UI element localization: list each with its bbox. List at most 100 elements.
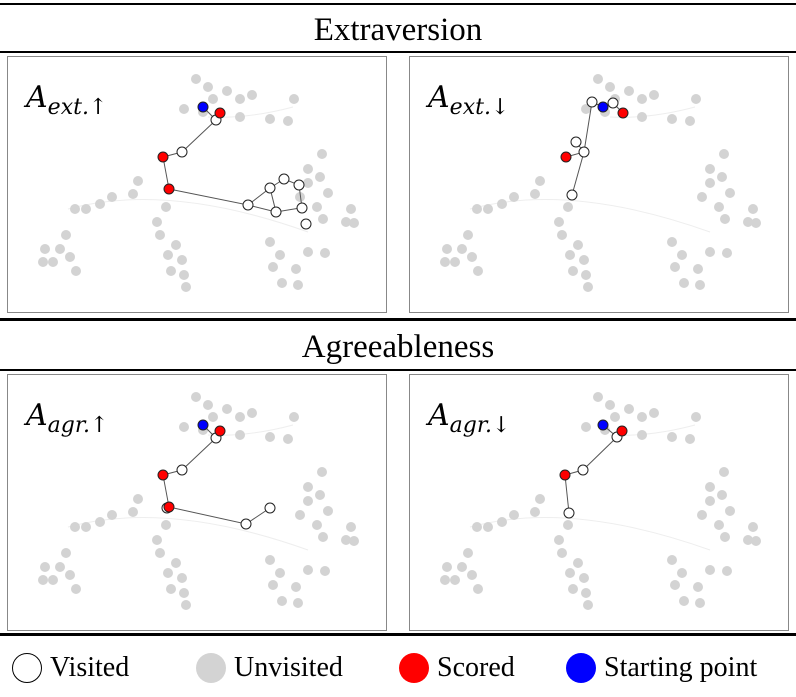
- unvisited-node: [81, 522, 91, 532]
- unvisited-node: [48, 575, 58, 585]
- unvisited-node: [40, 244, 50, 254]
- visited-node: [578, 146, 590, 158]
- unvisited-node: [247, 90, 257, 100]
- scored-node: [214, 425, 226, 437]
- unvisited-node: [268, 580, 278, 590]
- unvisited-node: [573, 558, 583, 568]
- unvisited-node: [450, 257, 460, 267]
- unvisited-node: [318, 532, 328, 542]
- visited-node: [300, 218, 312, 230]
- unvisited-node: [509, 192, 519, 202]
- unvisited-node: [107, 192, 117, 202]
- unvisited-node: [222, 86, 232, 96]
- unvisited-node: [71, 584, 81, 594]
- panel-agr-down: Aagr.↓: [409, 374, 789, 631]
- unvisited-node: [70, 522, 80, 532]
- panel-ext-down: Aext.↓: [409, 56, 789, 313]
- start-marker-icon: [566, 653, 596, 683]
- path-edge: [564, 436, 618, 476]
- unvisited-node: [637, 412, 647, 422]
- unvisited-node: [720, 214, 730, 224]
- unvisited-node: [181, 600, 191, 610]
- unvisited-node: [667, 432, 677, 442]
- unvisited-node: [303, 178, 313, 188]
- visited-node: [607, 97, 619, 109]
- unvisited-node: [265, 555, 275, 565]
- unvisited-node: [472, 522, 482, 532]
- unvisited-node: [315, 172, 325, 182]
- unvisited-node: [593, 74, 603, 84]
- unvisited-node: [277, 596, 287, 606]
- unvisited-node: [166, 584, 176, 594]
- unvisited-node: [483, 522, 493, 532]
- path-edge: [162, 119, 217, 158]
- unvisited-node: [293, 598, 303, 608]
- legend-label-unvisited: Unvisited: [234, 652, 343, 683]
- unvisited-node: [535, 494, 545, 504]
- visited-node: [176, 464, 188, 476]
- unvisited-node: [573, 240, 583, 250]
- unvisited-node: [557, 548, 567, 558]
- unvisited-node: [751, 218, 761, 228]
- panel-agr-up: Aagr.↑: [7, 374, 387, 631]
- unvisited-node: [133, 176, 143, 186]
- unvisited-node: [467, 252, 477, 262]
- unvisited-node: [717, 490, 727, 500]
- unvisited-node: [38, 575, 48, 585]
- unvisited-node: [203, 82, 213, 92]
- unvisited-node: [163, 250, 173, 260]
- unvisited-node: [268, 262, 278, 272]
- unvisited-node: [565, 250, 575, 260]
- scored-node: [559, 469, 571, 481]
- unvisited-node: [697, 510, 707, 520]
- unvisited-node: [171, 558, 181, 568]
- panel-label: Aagr.↓: [425, 398, 510, 438]
- unvisited-node: [705, 247, 715, 257]
- unvisited-node: [152, 217, 162, 227]
- visited-node: [296, 202, 308, 214]
- bottom-rule: [0, 633, 796, 636]
- unvisited-node: [61, 548, 71, 558]
- unvisited-node: [679, 596, 689, 606]
- unvisited-node: [705, 482, 715, 492]
- unvisited-node: [463, 230, 473, 240]
- unvisited-node: [705, 178, 715, 188]
- unvisited-node: [40, 562, 50, 572]
- unvisited-node: [579, 573, 589, 583]
- unvisited-node: [677, 250, 687, 260]
- unvisited-node: [317, 149, 327, 159]
- unvisited-node: [442, 562, 452, 572]
- unvisited-node: [725, 506, 735, 516]
- unvisited-node: [457, 562, 467, 572]
- path-edge: [564, 474, 570, 514]
- visited-marker-icon: [12, 653, 42, 683]
- section-title-agreeableness: Agreeableness: [301, 329, 495, 365]
- unvisited-node: [697, 192, 707, 202]
- unvisited-node: [714, 520, 724, 530]
- unvisited-node: [283, 434, 293, 444]
- unvisited-node: [163, 568, 173, 578]
- unvisited-node: [670, 580, 680, 590]
- panel-label: Aext.↓: [425, 80, 509, 120]
- unvisited-node: [581, 422, 591, 432]
- background-curve: [469, 517, 711, 551]
- unvisited-node: [579, 255, 589, 265]
- background-curve: [609, 106, 696, 118]
- unvisited-node: [133, 494, 143, 504]
- unvisited-node: [177, 255, 187, 265]
- unvisited-node: [748, 204, 758, 214]
- start-node: [197, 419, 209, 431]
- scored-node: [163, 183, 175, 195]
- unvisited-node: [649, 408, 659, 418]
- scored-node: [157, 151, 169, 163]
- unvisited-node: [473, 266, 483, 276]
- unvisited-node: [563, 202, 573, 212]
- unvisited-node: [605, 82, 615, 92]
- unvisited-node: [171, 240, 181, 250]
- unvisited-node: [717, 172, 727, 182]
- unvisited-node: [312, 202, 322, 212]
- visited-node: [264, 502, 276, 514]
- unvisited-node: [323, 506, 333, 516]
- unvisited-node: [722, 248, 732, 258]
- unvisited-node: [593, 392, 603, 402]
